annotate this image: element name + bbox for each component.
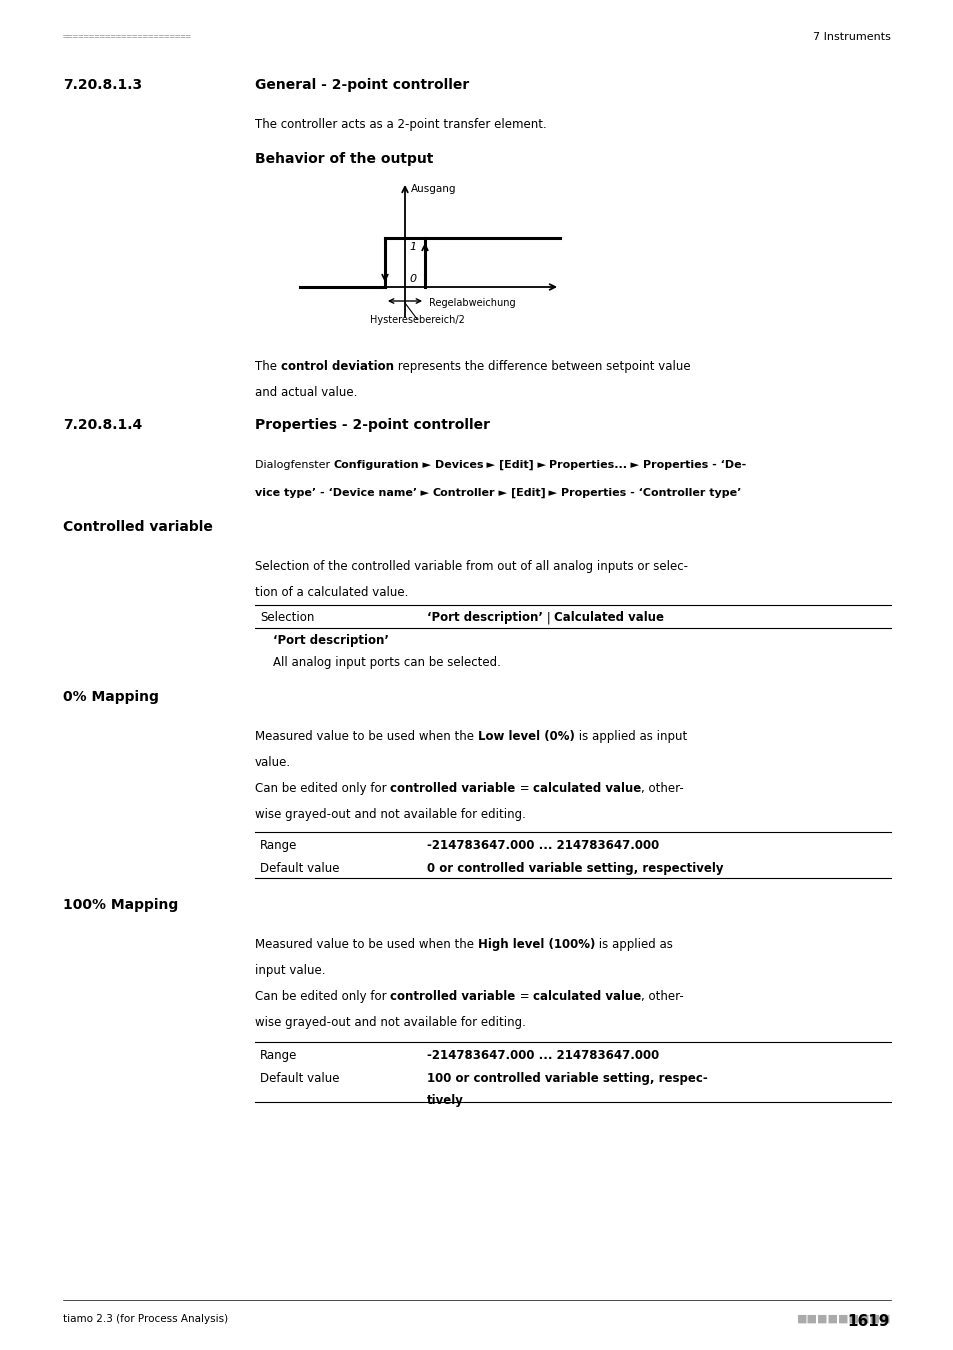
Text: Controlled variable: Controlled variable bbox=[63, 520, 213, 535]
Text: tively: tively bbox=[427, 1094, 463, 1107]
Text: High level (100%): High level (100%) bbox=[477, 938, 595, 950]
Text: ►: ► bbox=[495, 487, 510, 498]
Text: 0% Mapping: 0% Mapping bbox=[63, 690, 159, 703]
Text: 7.20.8.1.3: 7.20.8.1.3 bbox=[63, 78, 142, 92]
Text: controlled variable: controlled variable bbox=[390, 782, 515, 795]
Text: represents the difference between setpoint value: represents the difference between setpoi… bbox=[394, 360, 690, 373]
Text: ►: ► bbox=[545, 487, 560, 498]
Text: Properties...: Properties... bbox=[548, 460, 626, 470]
Text: Properties - ‘Controller type’: Properties - ‘Controller type’ bbox=[560, 487, 740, 498]
Text: ►: ► bbox=[418, 460, 435, 470]
Text: Default value: Default value bbox=[260, 863, 339, 875]
Text: All analog input ports can be selected.: All analog input ports can be selected. bbox=[273, 656, 500, 670]
Text: tiamo 2.3 (for Process Analysis): tiamo 2.3 (for Process Analysis) bbox=[63, 1314, 228, 1324]
Text: Measured value to be used when the: Measured value to be used when the bbox=[254, 730, 477, 742]
Text: Calculated value: Calculated value bbox=[554, 612, 664, 624]
Text: , other-: , other- bbox=[640, 990, 683, 1003]
Text: vice type’ - ‘Device name’: vice type’ - ‘Device name’ bbox=[254, 487, 416, 498]
Text: =: = bbox=[515, 990, 533, 1003]
Text: control deviation: control deviation bbox=[280, 360, 394, 373]
Text: is applied as input: is applied as input bbox=[574, 730, 686, 742]
Text: Properties - 2-point controller: Properties - 2-point controller bbox=[254, 418, 490, 432]
Text: ►: ► bbox=[483, 460, 498, 470]
Text: Controller: Controller bbox=[432, 487, 495, 498]
Text: Ausgang: Ausgang bbox=[411, 184, 456, 194]
Text: ■■■■■■■■■: ■■■■■■■■■ bbox=[796, 1314, 890, 1324]
Text: 7.20.8.1.4: 7.20.8.1.4 bbox=[63, 418, 142, 432]
Text: Selection of the controlled variable from out of all analog inputs or selec-: Selection of the controlled variable fro… bbox=[254, 560, 687, 572]
Text: 7 Instruments: 7 Instruments bbox=[812, 32, 890, 42]
Text: Low level (0%): Low level (0%) bbox=[477, 730, 574, 742]
Text: , other-: , other- bbox=[640, 782, 683, 795]
Text: ‘Port description’: ‘Port description’ bbox=[427, 612, 542, 624]
Text: is applied as: is applied as bbox=[595, 938, 672, 950]
Text: input value.: input value. bbox=[254, 964, 325, 977]
Text: Can be edited only for: Can be edited only for bbox=[254, 782, 390, 795]
Text: 1619: 1619 bbox=[846, 1314, 889, 1328]
Text: tion of a calculated value.: tion of a calculated value. bbox=[254, 586, 408, 599]
Text: calculated value: calculated value bbox=[533, 990, 640, 1003]
Text: calculated value: calculated value bbox=[533, 782, 640, 795]
Text: ►: ► bbox=[533, 460, 548, 470]
Text: Dialogfenster: Dialogfenster bbox=[254, 460, 334, 470]
Text: wise grayed-out and not available for editing.: wise grayed-out and not available for ed… bbox=[254, 1017, 525, 1029]
Text: and actual value.: and actual value. bbox=[254, 386, 357, 400]
Text: =: = bbox=[515, 782, 533, 795]
Text: Behavior of the output: Behavior of the output bbox=[254, 153, 433, 166]
Text: ‘Port description’: ‘Port description’ bbox=[273, 634, 389, 647]
Text: Range: Range bbox=[260, 838, 297, 852]
Text: ========================: ======================== bbox=[63, 32, 192, 40]
Text: The: The bbox=[254, 360, 280, 373]
Text: controlled variable: controlled variable bbox=[390, 990, 515, 1003]
Text: Range: Range bbox=[260, 1049, 297, 1062]
Text: ►: ► bbox=[626, 460, 641, 470]
Text: ►: ► bbox=[416, 487, 432, 498]
Text: Devices: Devices bbox=[435, 460, 483, 470]
Text: Selection: Selection bbox=[260, 612, 314, 624]
Text: -214783647.000 ... 214783647.000: -214783647.000 ... 214783647.000 bbox=[427, 838, 659, 852]
Text: General - 2-point controller: General - 2-point controller bbox=[254, 78, 469, 92]
Text: wise grayed-out and not available for editing.: wise grayed-out and not available for ed… bbox=[254, 809, 525, 821]
Text: Regelabweichung: Regelabweichung bbox=[429, 298, 515, 308]
Text: [Edit]: [Edit] bbox=[498, 460, 533, 470]
Text: value.: value. bbox=[254, 756, 291, 770]
Text: Hysteresebereich/2: Hysteresebereich/2 bbox=[370, 315, 464, 325]
Text: 0 or controlled variable setting, respectively: 0 or controlled variable setting, respec… bbox=[427, 863, 722, 875]
Text: Can be edited only for: Can be edited only for bbox=[254, 990, 390, 1003]
Text: 0: 0 bbox=[409, 274, 416, 284]
Text: 100 or controlled variable setting, respec-: 100 or controlled variable setting, resp… bbox=[427, 1072, 707, 1085]
Text: |: | bbox=[542, 612, 554, 624]
Text: 100% Mapping: 100% Mapping bbox=[63, 898, 178, 913]
Text: Properties - ‘De-: Properties - ‘De- bbox=[641, 460, 745, 470]
Text: The controller acts as a 2-point transfer element.: The controller acts as a 2-point transfe… bbox=[254, 117, 546, 131]
Text: [Edit]: [Edit] bbox=[510, 487, 545, 498]
Text: 1: 1 bbox=[409, 242, 416, 252]
Text: Default value: Default value bbox=[260, 1072, 339, 1085]
Text: Configuration: Configuration bbox=[334, 460, 418, 470]
Text: Measured value to be used when the: Measured value to be used when the bbox=[254, 938, 477, 950]
Text: -214783647.000 ... 214783647.000: -214783647.000 ... 214783647.000 bbox=[427, 1049, 659, 1062]
